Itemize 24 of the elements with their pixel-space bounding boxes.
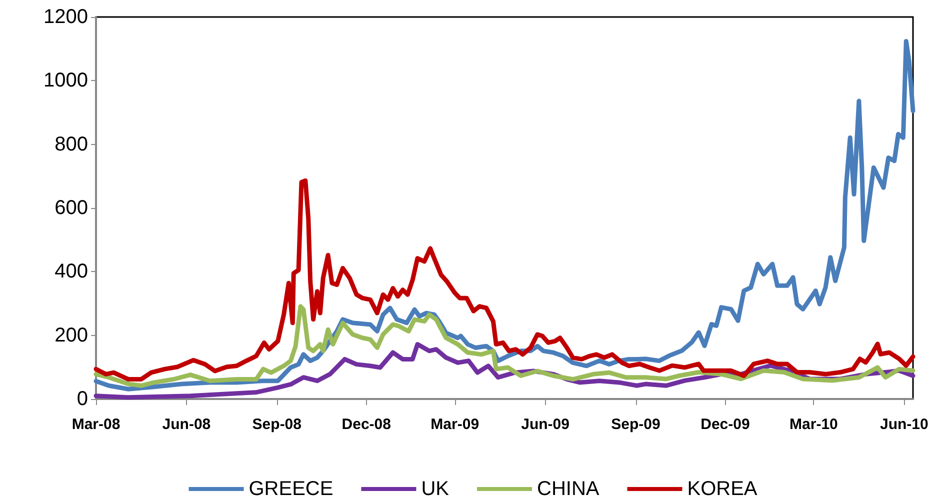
legend-label: UK	[421, 478, 450, 500]
legend-label: GREECE	[248, 478, 334, 500]
x-tick-label: Mar-08	[72, 416, 120, 433]
y-tick-label: 1000	[44, 70, 88, 92]
y-tick-label: 200	[54, 324, 88, 346]
legend-label: KOREA	[687, 478, 758, 500]
y-tick-label: 800	[54, 133, 88, 156]
x-tick-label: Jun-10	[880, 416, 928, 433]
y-tick-label: 600	[54, 197, 88, 219]
x-tick-label: Dec-09	[700, 416, 750, 433]
legend-label: CHINA	[537, 478, 600, 500]
x-tick-label: Jun-08	[162, 416, 211, 433]
x-tick-label: Dec-08	[342, 416, 391, 433]
y-tick-label: 400	[54, 260, 88, 283]
y-tick-label: 1200	[44, 6, 88, 28]
x-tick-label: Mar-09	[430, 416, 480, 433]
x-tick-label: Mar-10	[790, 416, 838, 433]
x-tick-label: Sep-08	[252, 416, 302, 433]
y-tick-label: 0	[76, 388, 88, 410]
line-series	[94, 304, 916, 388]
line-series	[94, 178, 916, 382]
x-tick-label: Jun-09	[521, 416, 570, 433]
line-series	[94, 38, 916, 392]
x-tick-label: Sep-09	[611, 416, 660, 433]
